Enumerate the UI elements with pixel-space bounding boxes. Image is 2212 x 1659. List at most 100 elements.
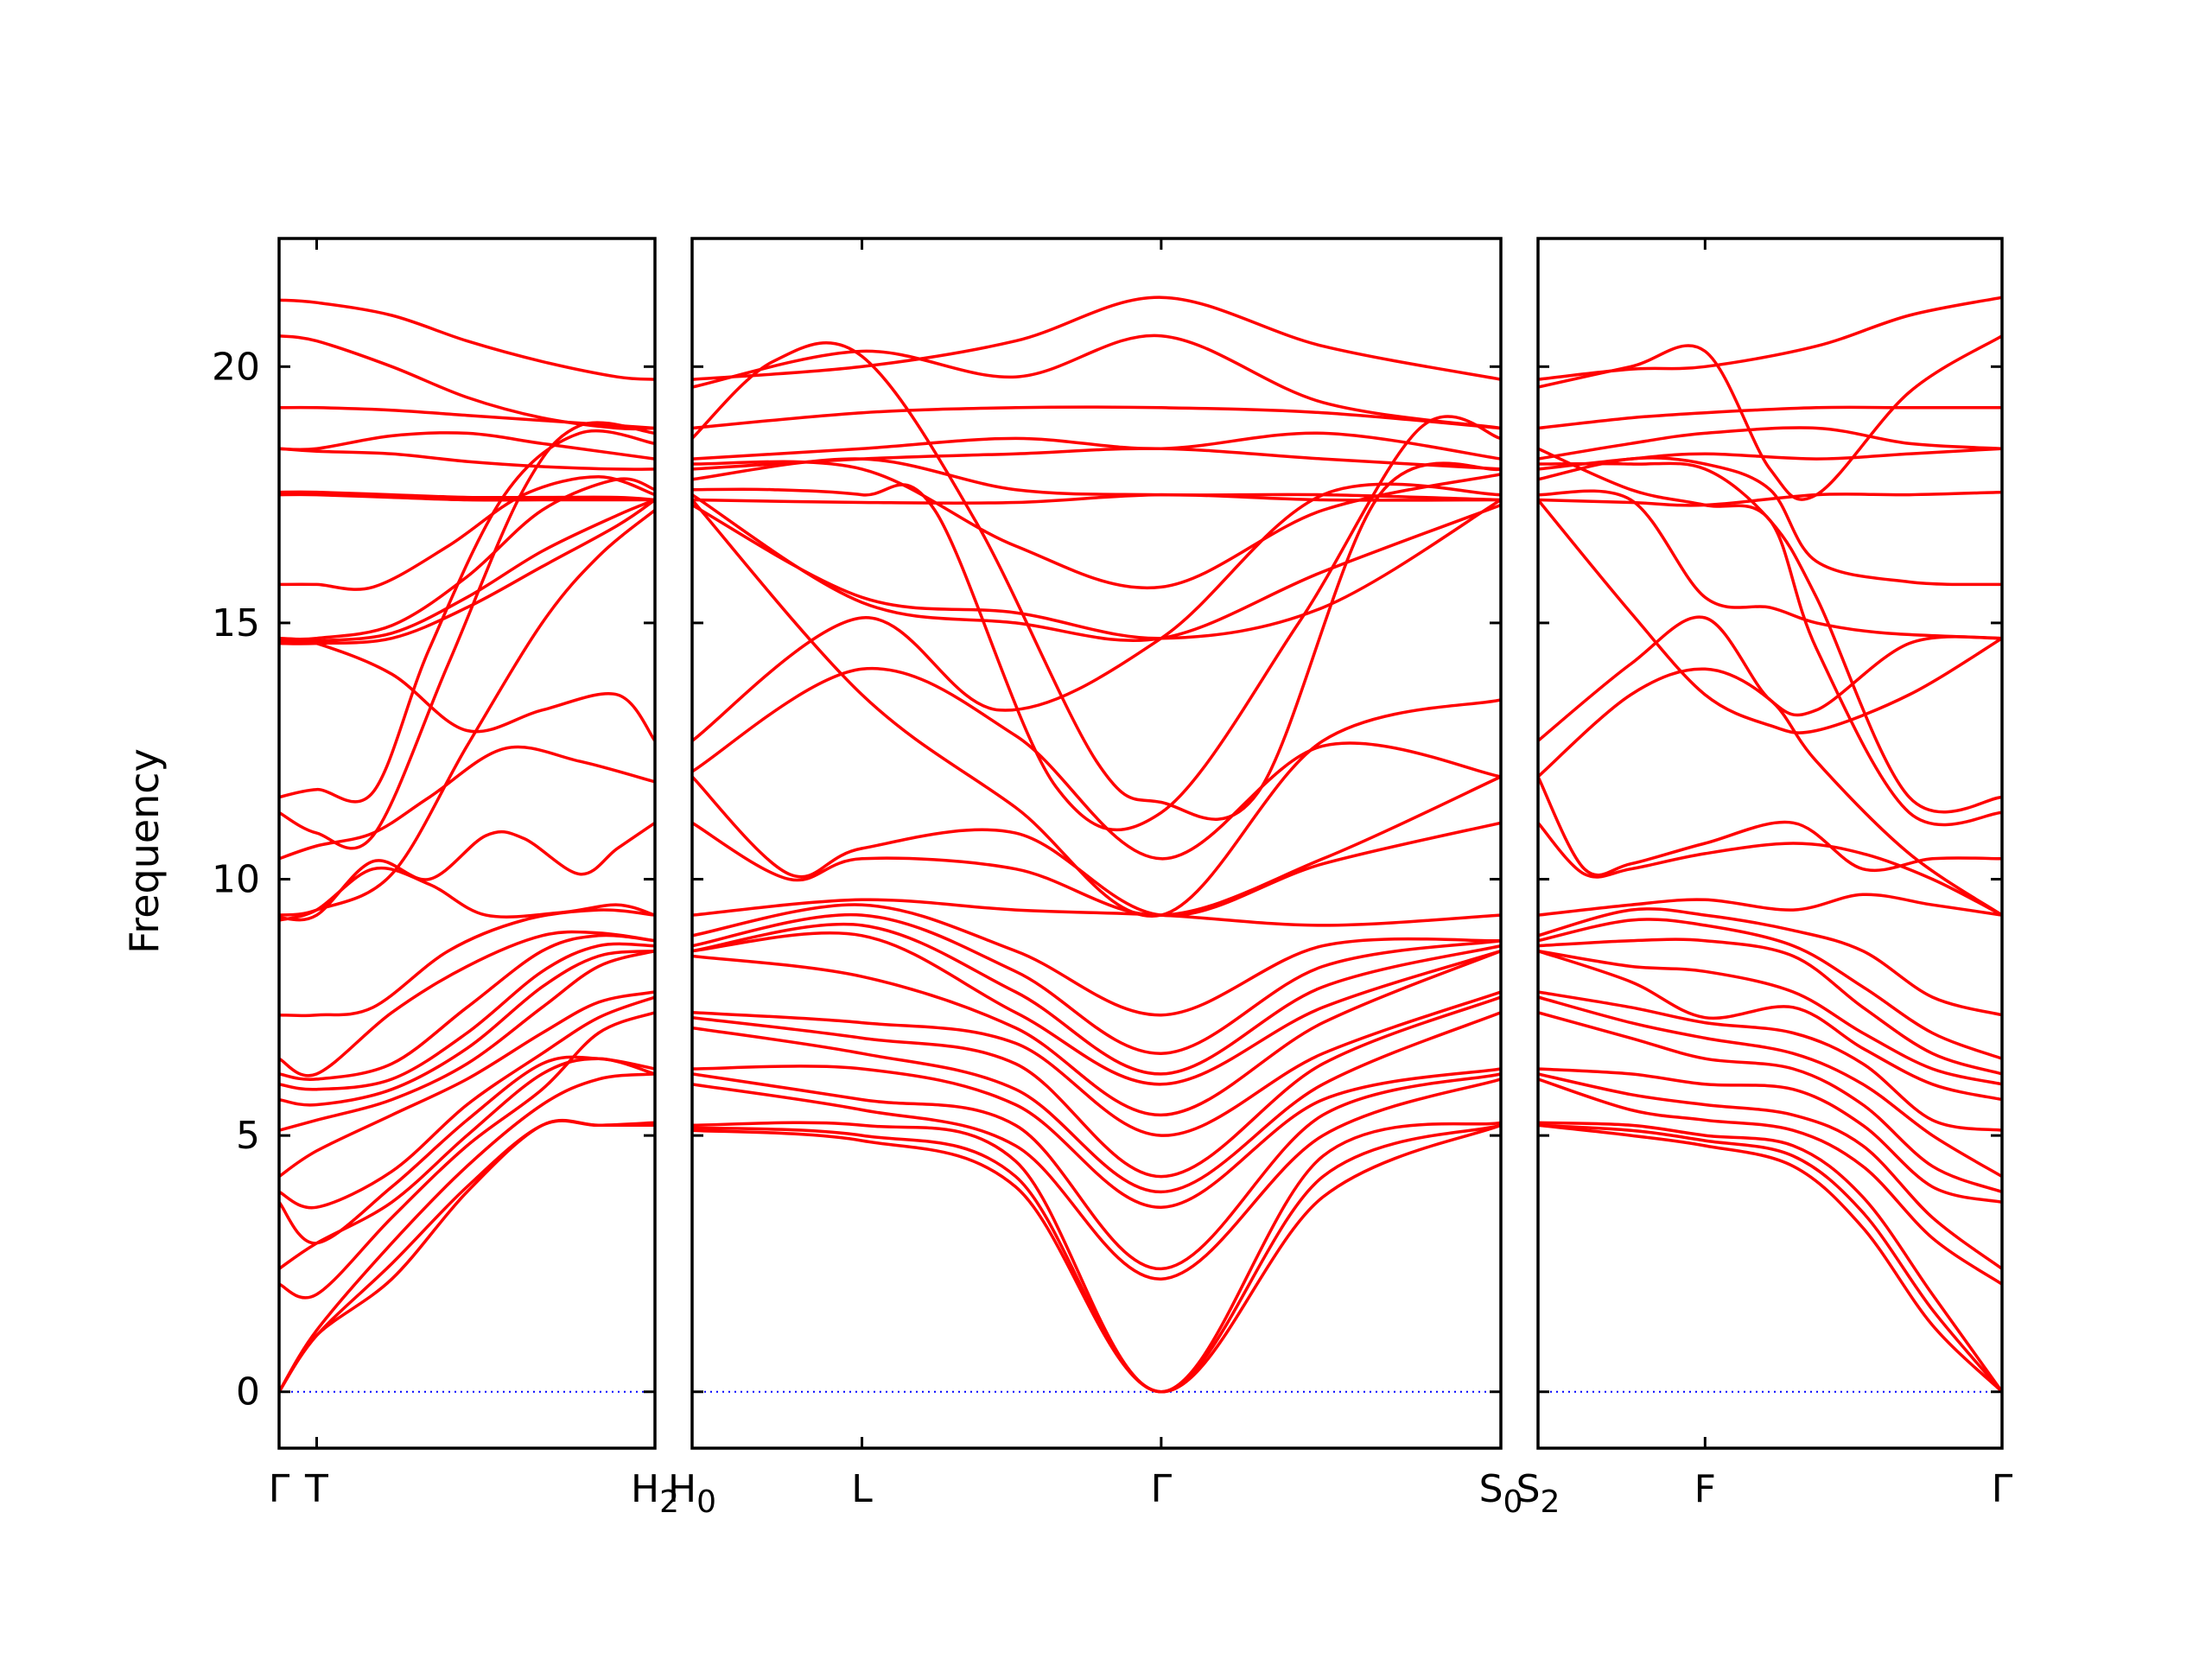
phonon-band-0-3 [279, 431, 655, 461]
x-tick-label: H0 [668, 1467, 716, 1520]
phonon-band-0-7 [279, 475, 655, 591]
phonon-band-1-49 [692, 898, 1501, 927]
phonon-band-2-69 [1538, 490, 2002, 507]
x-tick-label: Γ [1151, 1467, 1173, 1511]
phonon-band-0-17 [279, 866, 655, 922]
phonon-band-1-50 [692, 903, 1501, 1017]
bands-layer [279, 296, 2002, 1394]
phonon-band-2-79 [1538, 893, 2002, 917]
phonon-band-1-44 [692, 482, 1501, 743]
phonon-band-1-34 [692, 405, 1501, 430]
phonon-band-2-72 [1538, 498, 2002, 734]
phonon-band-1-63 [692, 1123, 1501, 1394]
x-tick-label: H2 [631, 1467, 679, 1520]
phonon-band-2-89 [1538, 1072, 2002, 1271]
phonon-band-0-6 [279, 493, 655, 502]
phonon-band-2-76 [1538, 447, 2002, 827]
phonon-band-1-52 [692, 922, 1501, 1076]
panel-frame-1 [690, 237, 1503, 1450]
phonon-band-1-48 [692, 775, 1501, 917]
panel-frame-0 [277, 237, 657, 1450]
x-tick-label: F [1694, 1467, 1716, 1511]
phonon-band-2-68 [1538, 447, 2002, 471]
x-tick-label: S0 [1479, 1467, 1523, 1520]
phonon-band-0-31 [279, 1118, 655, 1394]
phonon-band-0-12 [279, 429, 655, 804]
phonon-band-2-77 [1538, 775, 2002, 877]
phonon-band-1-56 [692, 995, 1501, 1179]
phonon-band-2-90 [1538, 1077, 2002, 1286]
phonon-band-1-46 [692, 498, 1501, 918]
phonon-band-0-18 [279, 908, 655, 1018]
phonon-band-1-32 [692, 296, 1501, 381]
phonon-band-1-54 [692, 949, 1501, 1117]
phonon-band-1-47 [692, 775, 1501, 918]
phonon-band-2-92 [1538, 1123, 2002, 1394]
phonon-band-1-39 [692, 341, 1501, 821]
phonon-band-2-87 [1538, 1011, 2002, 1194]
y-tick-label: 20 [212, 345, 260, 389]
x-tick-label: S2 [1516, 1467, 1560, 1520]
phonon-band-1-51 [692, 912, 1501, 1055]
phonon-band-1-37 [692, 457, 1501, 502]
phonon-band-2-80 [1538, 907, 2002, 1017]
phonon-band-0-26 [279, 1055, 655, 1245]
phonon-band-2-86 [1538, 995, 2002, 1179]
phonon-band-0-27 [279, 1057, 655, 1271]
phonon-band-1-45 [692, 666, 1501, 861]
phonon-band-0-29 [279, 1072, 655, 1394]
phonon-band-2-70 [1538, 456, 2002, 587]
phonon-band-0-28 [279, 1011, 655, 1300]
phonon-band-1-33 [692, 334, 1501, 430]
phonon-band-1-57 [692, 1011, 1501, 1194]
phonon-band-1-35 [692, 431, 1501, 461]
phonon-band-2-74 [1538, 667, 2002, 917]
y-axis-label: Frequency [121, 748, 168, 954]
phonon-band-2-84 [1538, 949, 2002, 1102]
frames-layer [277, 237, 2004, 1450]
phonon-band-2-83 [1538, 949, 2002, 1086]
phonon-band-0-19 [279, 930, 655, 1077]
phonon-band-0-25 [279, 995, 655, 1210]
x-tick-label: Γ [269, 1467, 290, 1511]
phonon-band-1-40 [692, 415, 1501, 832]
phonon-band-0-9 [279, 498, 655, 644]
phonon-band-2-71 [1538, 489, 2002, 640]
phonon-band-0-8 [279, 477, 655, 641]
phonon-band-1-53 [692, 931, 1501, 1086]
phonon-band-2-88 [1538, 1067, 2002, 1205]
phonon-band-0-24 [279, 990, 655, 1179]
phonon-band-1-41 [692, 498, 1501, 640]
phonon-band-2-91 [1538, 1121, 2002, 1394]
phonon-band-2-66 [1538, 405, 2002, 430]
phonon-band-0-20 [279, 933, 655, 1082]
x-tick-label: Γ [1992, 1467, 2013, 1511]
y-tick-label: 5 [236, 1114, 260, 1158]
phonon-band-1-43 [692, 460, 1501, 590]
phonon-band-1-55 [692, 990, 1501, 1137]
phonon-band-0-1 [279, 334, 655, 431]
phonon-band-0-22 [279, 949, 655, 1107]
phonon-band-2-81 [1538, 918, 2002, 1060]
phonon-band-0-15 [279, 508, 655, 917]
x-tick-label: L [851, 1467, 873, 1511]
phonon-band-0-13 [279, 421, 655, 850]
phonon-band-2-85 [1538, 990, 2002, 1132]
phonon-band-0-2 [279, 405, 655, 430]
phonon-band-2-78 [1538, 821, 2002, 917]
phonon-band-0-5 [279, 490, 655, 502]
phonon-band-1-42 [692, 493, 1501, 643]
y-tick-label: 15 [212, 601, 260, 645]
phonon-band-0-21 [279, 942, 655, 1091]
phonon-band-0-23 [279, 949, 655, 1132]
x-tick-label: T [304, 1467, 328, 1511]
phonon-band-2-93 [1538, 1123, 2002, 1394]
ticks-layer [277, 238, 2004, 1448]
phonon-band-0-0 [279, 298, 655, 381]
phonon-band-1-59 [692, 1072, 1501, 1271]
phonon-band-1-60 [692, 1077, 1501, 1281]
phonon-band-1-58 [692, 1065, 1501, 1209]
phonon-band-0-30 [279, 1119, 655, 1394]
